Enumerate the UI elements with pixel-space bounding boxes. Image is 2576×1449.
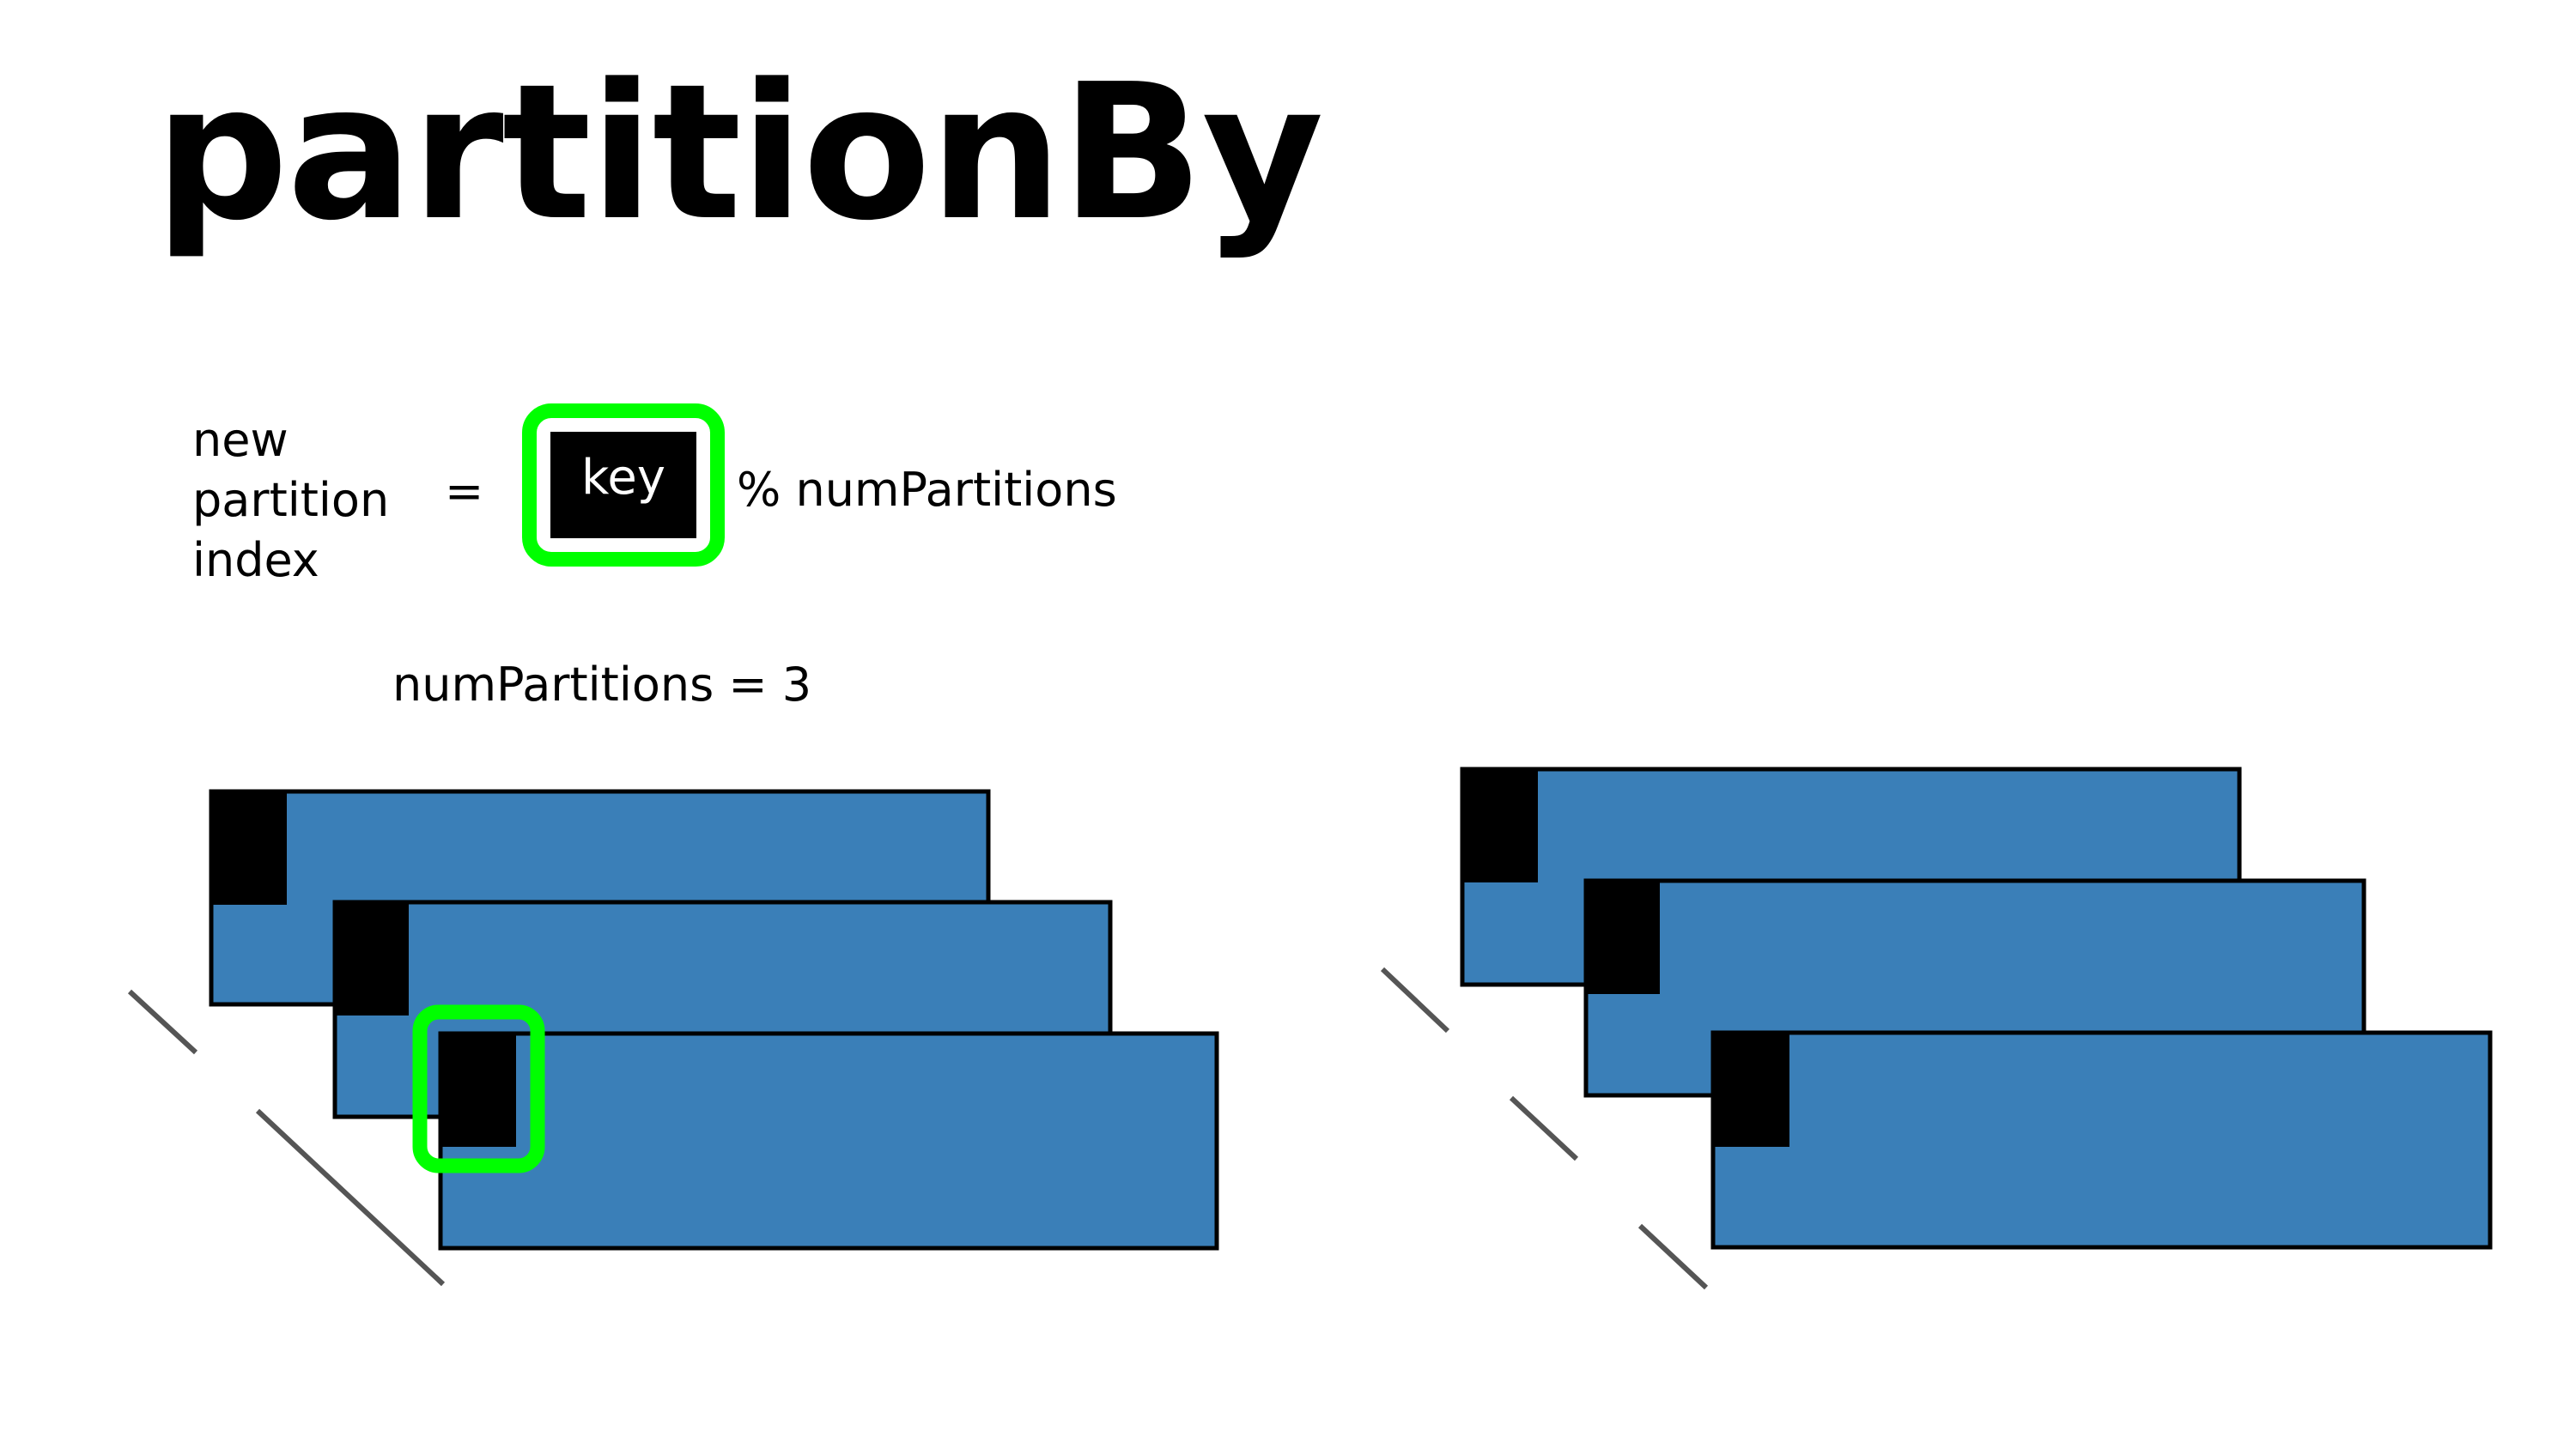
right-partition-group [1380,767,2493,1290]
key-label: key [550,432,696,538]
partition-box [1710,1030,2493,1250]
slash-line [1637,1223,1709,1290]
formula-equals: = [445,464,484,518]
partition-box [438,1031,1219,1251]
slash-line [1380,967,1450,1034]
key-block [1588,882,1660,994]
slash-line [255,1108,446,1287]
formula-lhs-line: partition [192,473,390,527]
slash-line [1509,1095,1579,1161]
key-block [1464,771,1538,882]
key-highlight [412,1004,545,1173]
formula-lhs-line: new [192,413,289,467]
slide-title: partitionBy [155,45,1324,262]
formula-modulo: % numPartitions [737,463,1117,517]
key-block [337,904,409,1016]
formula-lhs-line: index [192,533,319,587]
key-block [1715,1034,1789,1147]
key-highlight-box: key [522,403,725,567]
key-block [442,1035,516,1147]
key-block [213,793,287,905]
slash-line [127,989,198,1055]
formula-lhs: new partition index [192,410,389,591]
left-partition-group [127,789,1219,1287]
num-partitions-label: numPartitions = 3 [392,658,812,712]
